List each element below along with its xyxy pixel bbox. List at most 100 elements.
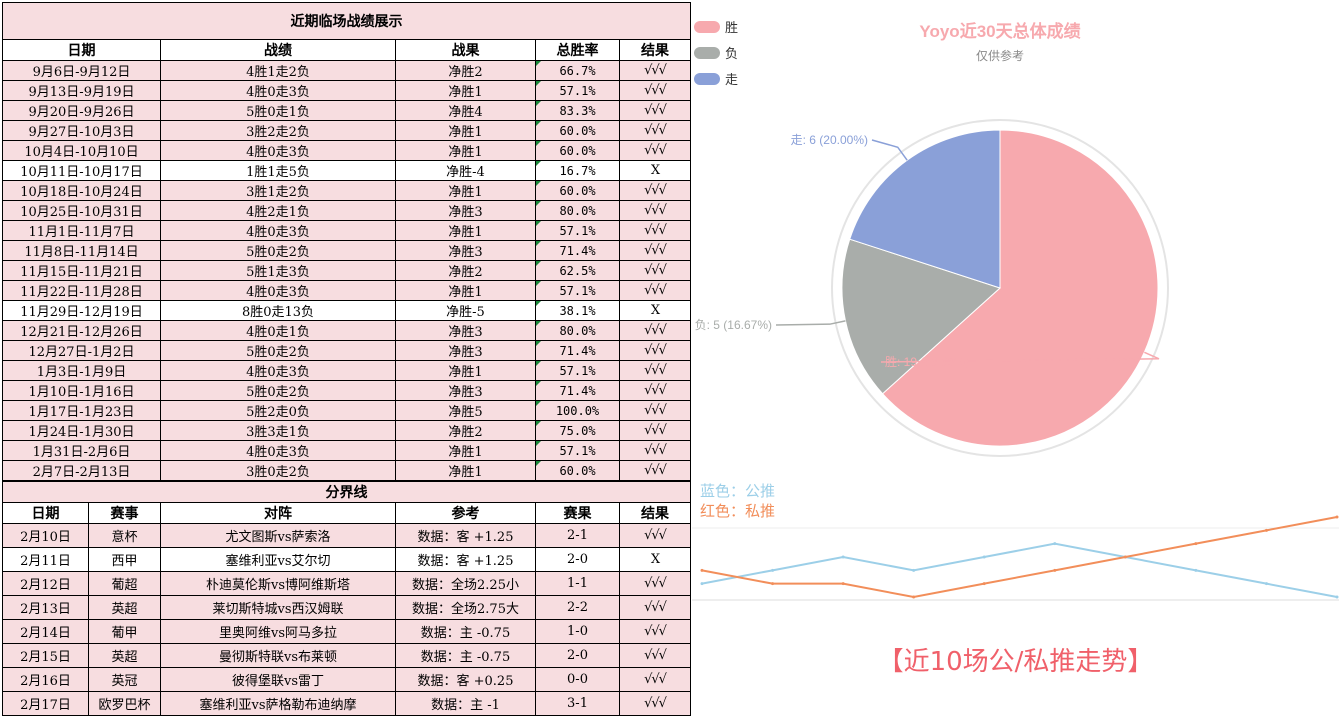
legend-label[interactable]: 走 bbox=[725, 72, 738, 87]
table-cell: 数据：客 +0.25 bbox=[395, 667, 536, 692]
table-cell: 净胜2 bbox=[395, 60, 536, 81]
table-cell: 4胜0走3负 bbox=[160, 360, 396, 381]
weekly-header-cell: 结果 bbox=[618, 39, 692, 61]
table-cell: 2月17日 bbox=[2, 691, 89, 716]
table-cell: 11月15日-11月21日 bbox=[2, 260, 161, 281]
table-row: 11月8日-11月14日 5胜0走2负 净胜3 71.4% √√√ bbox=[2, 240, 692, 261]
table-cell: 净胜5 bbox=[395, 400, 536, 421]
match-header-cell: 赛果 bbox=[535, 502, 620, 524]
table-cell: √√√ bbox=[618, 643, 692, 668]
series-point bbox=[982, 582, 986, 586]
table-cell: 西甲 bbox=[88, 547, 161, 572]
table-cell: 3胜3走1负 bbox=[160, 420, 396, 441]
table-cell: 英超 bbox=[88, 595, 161, 620]
table-cell: √√√ bbox=[618, 80, 692, 101]
legend-swatch[interactable] bbox=[694, 21, 720, 33]
table-cell: 57.1% bbox=[535, 360, 620, 381]
table-cell: 3胜2走2负 bbox=[160, 120, 396, 141]
table-cell: 10月18日-10月24日 bbox=[2, 180, 161, 201]
series-point bbox=[771, 568, 775, 572]
table-row: 2月10日 意杯 尤文图斯vs萨索洛 数据：客 +1.25 2-1 √√√ bbox=[2, 523, 692, 548]
table-cell: 尤文图斯vs萨索洛 bbox=[160, 523, 396, 548]
table-cell: 净胜1 bbox=[395, 140, 536, 161]
table-row: 10月4日-10月10日 4胜0走3负 净胜1 60.0% √√√ bbox=[2, 140, 692, 161]
table-cell: 2月16日 bbox=[2, 667, 89, 692]
table-cell: 数据：主 -0.75 bbox=[395, 619, 536, 644]
table-row: 11月15日-11月21日 5胜1走3负 净胜2 62.5% √√√ bbox=[2, 260, 692, 281]
weekly-header-cell: 日期 bbox=[2, 39, 161, 61]
legend-swatch[interactable] bbox=[694, 47, 720, 59]
table-row: 2月11日 西甲 塞维利亚vs艾尔切 数据：客 +1.25 2-0 X bbox=[2, 547, 692, 572]
table-row: 1月24日-1月30日 3胜3走1负 净胜2 75.0% √√√ bbox=[2, 420, 692, 441]
pie-slice[interactable] bbox=[849, 129, 1001, 289]
table-row: 9月20日-9月26日 5胜0走1负 净胜4 83.3% √√√ bbox=[2, 100, 692, 121]
table-cell: 11月8日-11月14日 bbox=[2, 240, 161, 261]
match-header-cell: 赛事 bbox=[88, 502, 161, 524]
table-cell: 净胜1 bbox=[395, 440, 536, 461]
match-header-cell: 参考 bbox=[395, 502, 536, 524]
pie-slices bbox=[841, 129, 1159, 447]
table-cell: √√√ bbox=[618, 220, 692, 241]
table-cell: 1-1 bbox=[535, 571, 620, 596]
table-row: 1月3日-1月9日 4胜0走3负 净胜1 57.1% √√√ bbox=[2, 360, 692, 381]
legend-public: 蓝色：公推 bbox=[700, 482, 776, 500]
table-cell: 净胜3 bbox=[395, 200, 536, 221]
table-cell: 净胜-5 bbox=[395, 300, 536, 321]
pie-leader-line bbox=[880, 351, 1160, 363]
legend-swatch[interactable] bbox=[694, 73, 720, 85]
pie-outer-ring bbox=[831, 119, 1169, 457]
divider-label: 分界线 bbox=[1, 481, 692, 503]
table-cell: 意杯 bbox=[88, 523, 161, 548]
table-cell: 3-1 bbox=[535, 691, 620, 716]
table-cell: 曼彻斯特联vs布莱顿 bbox=[160, 643, 396, 668]
table-cell: 4胜0走3负 bbox=[160, 280, 396, 301]
table-cell: 11月22日-11月28日 bbox=[2, 280, 161, 301]
table-cell: 4胜0走3负 bbox=[160, 80, 396, 101]
table-cell: 净胜1 bbox=[395, 80, 536, 101]
table-row: 1月31日-2月6日 4胜0走3负 净胜1 57.1% √√√ bbox=[2, 440, 692, 461]
table-row: 11月29日-12月19日 8胜0走13负 净胜-5 38.1% X bbox=[2, 300, 692, 321]
table-cell: 净胜2 bbox=[395, 420, 536, 441]
table-cell: 2月7日-2月13日 bbox=[2, 460, 161, 481]
series-point bbox=[1053, 542, 1057, 546]
table-cell: 83.3% bbox=[535, 100, 620, 121]
pie-slice[interactable] bbox=[881, 129, 1159, 447]
table-cell: 净胜-4 bbox=[395, 160, 536, 181]
table-cell: 1胜1走5负 bbox=[160, 160, 396, 181]
legend-label[interactable]: 胜 bbox=[725, 20, 738, 35]
table-row: 2月14日 葡甲 里奥阿维vs阿马多拉 数据：主 -0.75 1-0 √√√ bbox=[2, 619, 692, 644]
weekly-table-header: 日期 战绩 战果 总胜率 结果 bbox=[2, 39, 692, 61]
table-cell: 5胜2走0负 bbox=[160, 400, 396, 421]
table-cell: 9月13日-9月19日 bbox=[2, 80, 161, 101]
table-cell: √√√ bbox=[618, 667, 692, 692]
table-cell: 12月21日-12月26日 bbox=[2, 320, 161, 341]
match-table-header: 日期 赛事 对阵 参考 赛果 结果 bbox=[2, 502, 692, 524]
series-point bbox=[1335, 595, 1339, 599]
table-cell: 1月17日-1月23日 bbox=[2, 400, 161, 421]
table-cell: 2-1 bbox=[535, 523, 620, 548]
table-cell: 57.1% bbox=[535, 220, 620, 241]
table-cell: 英超 bbox=[88, 643, 161, 668]
series-point bbox=[771, 582, 775, 586]
table-cell: 英冠 bbox=[88, 667, 161, 692]
table-cell: √√√ bbox=[618, 571, 692, 596]
legend-label[interactable]: 负 bbox=[725, 46, 738, 61]
table-cell: 5胜0走2负 bbox=[160, 340, 396, 361]
table-cell: 71.4% bbox=[535, 340, 620, 361]
table-cell: 净胜1 bbox=[395, 120, 536, 141]
table-cell: 4胜0走3负 bbox=[160, 140, 396, 161]
table-cell: 塞维利亚vs艾尔切 bbox=[160, 547, 396, 572]
table-row: 10月18日-10月24日 3胜1走2负 净胜1 60.0% √√√ bbox=[2, 180, 692, 201]
pie-labels: 胜: 19 (63.33%) 负: 5 (16.67%) 走: 6 (20.00%) bbox=[695, 133, 1160, 369]
table-row: 11月22日-11月28日 4胜0走3负 净胜1 57.1% √√√ bbox=[2, 280, 692, 301]
table-cell: 57.1% bbox=[535, 80, 620, 101]
table-cell: 4胜0走3负 bbox=[160, 220, 396, 241]
table-cell: 4胜1走2负 bbox=[160, 60, 396, 81]
table-cell: 9月20日-9月26日 bbox=[2, 100, 161, 121]
table-cell: √√√ bbox=[618, 60, 692, 81]
series-point bbox=[982, 555, 986, 559]
table-cell: 11月29日-12月19日 bbox=[2, 300, 161, 321]
table-row: 11月1日-11月7日 4胜0走3负 净胜1 57.1% √√√ bbox=[2, 220, 692, 241]
table-cell: 5胜0走1负 bbox=[160, 100, 396, 121]
table-cell: 71.4% bbox=[535, 240, 620, 261]
